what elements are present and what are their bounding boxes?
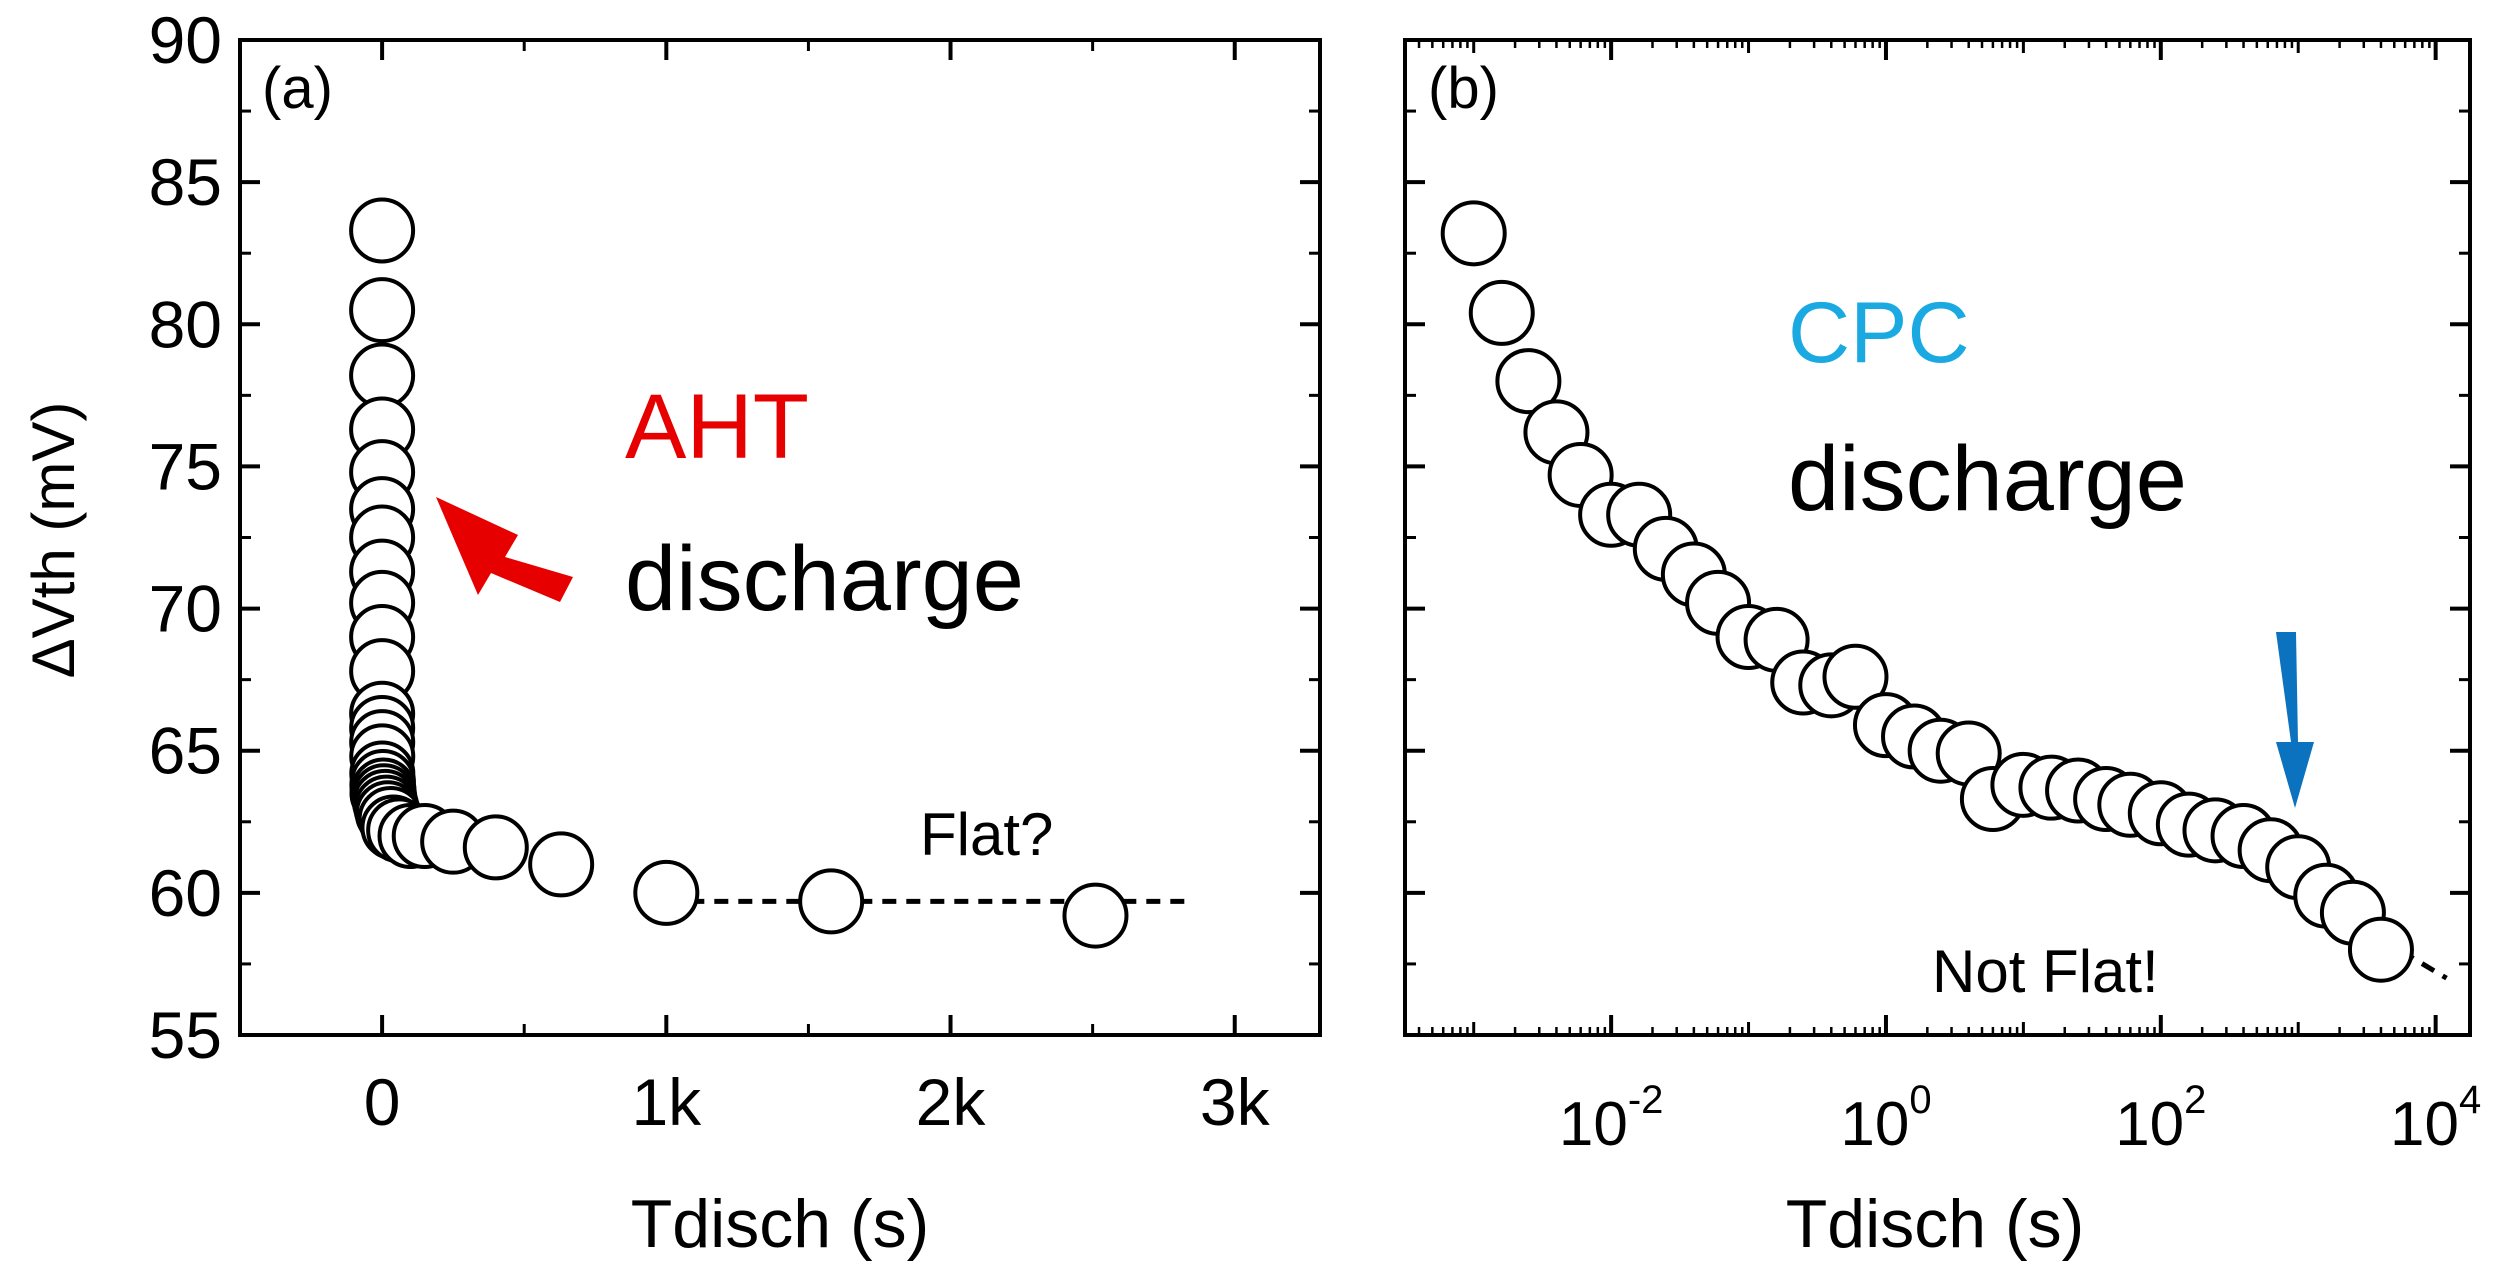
x-tick-label: 102 xyxy=(2115,1078,2206,1159)
data-point xyxy=(798,868,865,935)
x-tick-label: 104 xyxy=(2390,1078,2481,1159)
not-flat-label: Not Flat! xyxy=(1932,938,2159,1005)
red-arrow-icon xyxy=(436,497,573,602)
data-point xyxy=(349,277,416,344)
blue-arrow-icon xyxy=(2276,632,2314,808)
y-tick-label: 60 xyxy=(149,856,222,930)
y-tick-label: 90 xyxy=(149,3,222,77)
x-tick-label: 3k xyxy=(1200,1065,1271,1139)
x-tick-exponent: 2 xyxy=(2184,1078,2206,1122)
x-tick-base: 10 xyxy=(2390,1090,2459,1159)
x-tick-base: 10 xyxy=(2115,1090,2184,1159)
data-point xyxy=(1440,200,1507,267)
y-tick-label: 80 xyxy=(149,287,222,361)
cpc-discharge-label: discharge xyxy=(1788,428,2187,530)
x-tick-label: 2k xyxy=(916,1065,987,1139)
x-tick-label: 1k xyxy=(631,1065,702,1139)
y-tick-label: 65 xyxy=(149,714,222,788)
data-point xyxy=(528,831,595,898)
panel-b-ticks xyxy=(1405,38,2470,1037)
y-tick-label: 85 xyxy=(149,145,222,219)
x-tick-exponent: 4 xyxy=(2459,1078,2481,1122)
aht-label: AHT xyxy=(625,376,809,478)
x-tick-base: 10 xyxy=(1559,1090,1628,1159)
x-tick-label: 100 xyxy=(1840,1078,1931,1159)
flat-label: Flat? xyxy=(920,801,1053,868)
panel-a-label: (a) xyxy=(262,56,333,121)
y-axis-label: ΔVth (mV) xyxy=(20,402,87,679)
panel-b-label: (b) xyxy=(1428,56,1499,121)
y-tick-label: 70 xyxy=(149,572,222,646)
data-point xyxy=(1495,348,1562,415)
x-tick-exponent: -2 xyxy=(1628,1078,1664,1122)
data-point xyxy=(1468,279,1535,346)
x-tick-label: 0 xyxy=(364,1065,401,1139)
panel-a-x-axis-label: Tdisch (s) xyxy=(631,1186,929,1262)
panel-b: 10-2 100 102 104 (b) CPC discharge Not Flat… xyxy=(1403,38,2481,1262)
aht-discharge-label: discharge xyxy=(625,528,1024,630)
y-tick-label: 75 xyxy=(149,429,222,503)
panel-b-markers xyxy=(1440,200,2414,983)
y-tick-labels: 55 60 65 70 75 80 85 90 xyxy=(149,3,222,1072)
panel-a: 55 60 65 70 75 80 85 90 0 1k 2k 3k (a) AHT dischar… xyxy=(20,3,1322,1262)
data-point xyxy=(1062,882,1129,949)
x-tick-base: 10 xyxy=(1840,1090,1909,1159)
x-tick-exponent: 0 xyxy=(1909,1078,1931,1122)
panel-a-markers xyxy=(349,197,1129,949)
panel-a-x-tick-labels: 0 1k 2k 3k xyxy=(364,1065,1271,1139)
panel-a-ticks xyxy=(238,38,1320,1037)
data-point xyxy=(633,859,700,926)
data-point xyxy=(1822,643,1889,710)
data-point xyxy=(462,814,529,881)
x-tick-label: 10-2 xyxy=(1559,1078,1664,1159)
cpc-label: CPC xyxy=(1788,285,1970,381)
data-point xyxy=(349,197,416,264)
y-tick-label: 55 xyxy=(149,998,222,1072)
panel-b-x-axis-label: Tdisch (s) xyxy=(1786,1186,2084,1262)
panel-b-x-tick-labels: 10-2 100 102 104 xyxy=(1559,1078,2481,1159)
data-point xyxy=(2347,916,2414,983)
